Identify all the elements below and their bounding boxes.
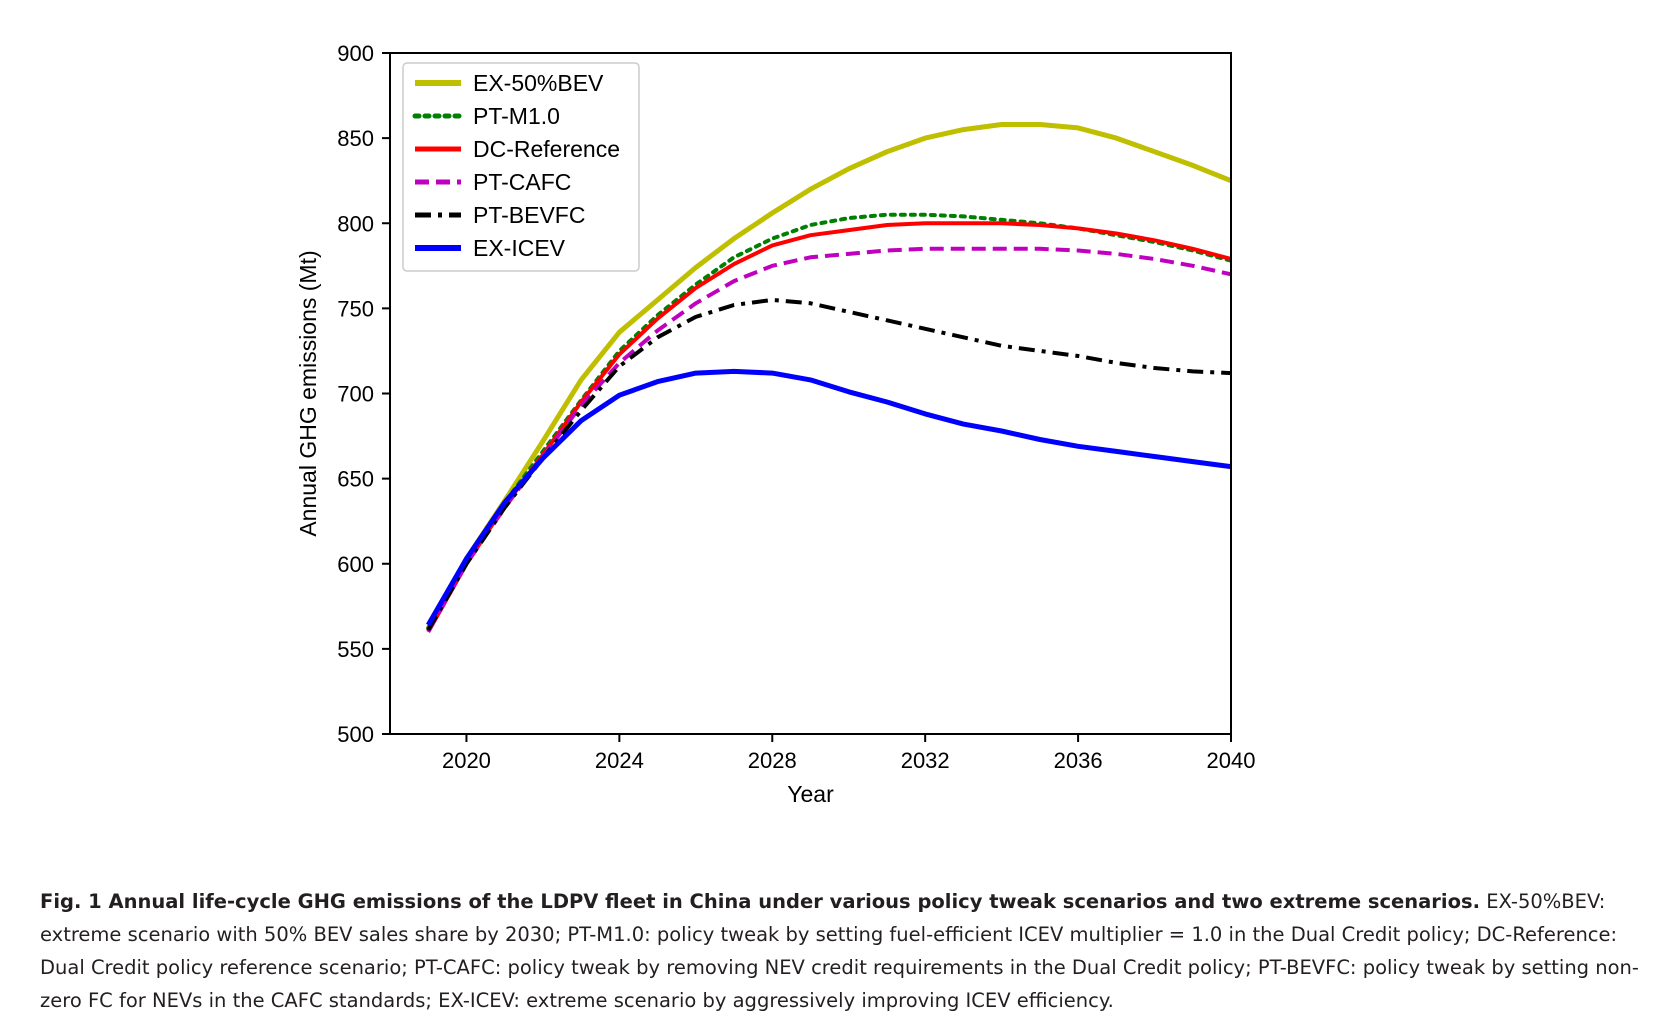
caption-body: EX-50%BEV: extreme scenario with 50% BEV… xyxy=(40,890,1639,1012)
x-tick-label: 2028 xyxy=(748,748,797,773)
x-tick-label: 2024 xyxy=(595,748,644,773)
chart-container: 2020 2024 2028 2032 2036 2040 500 550 600 650 700… xyxy=(295,41,1255,807)
y-axis-label: Annual GHG emissions (Mt) xyxy=(295,250,321,536)
y-tick-label: 800 xyxy=(337,211,374,236)
legend-label: EX-50%BEV xyxy=(473,70,604,96)
legend-label: EX-ICEV xyxy=(473,235,566,261)
series-line-pt-bevfc xyxy=(426,297,1231,632)
series-line-ex-50-bev xyxy=(426,122,1231,630)
x-tick-label: 2036 xyxy=(1054,748,1103,773)
y-tick-label: 600 xyxy=(337,552,374,577)
y-tick-label: 500 xyxy=(337,722,374,747)
x-tick-label: 2032 xyxy=(901,748,950,773)
legend-label: PT-CAFC xyxy=(473,169,571,195)
line-chart: 2020 2024 2028 2032 2036 2040 500 550 600 650 700… xyxy=(295,41,1255,807)
y-tick-label: 750 xyxy=(337,296,374,321)
legend-label: DC-Reference xyxy=(473,136,620,162)
legend-label: PT-BEVFC xyxy=(473,202,585,228)
series-line-pt-m1-0 xyxy=(426,212,1231,631)
caption-title: Fig. 1 Annual life-cycle GHG emissions o… xyxy=(40,890,1480,913)
figure-caption: Fig. 1 Annual life-cycle GHG emissions o… xyxy=(40,885,1640,1017)
x-tick-label: 2020 xyxy=(442,748,491,773)
series-line-ex-icev xyxy=(426,368,1231,627)
y-tick-label: 900 xyxy=(337,41,374,66)
y-tick-label: 700 xyxy=(337,382,374,407)
x-axis: 2020 2024 2028 2032 2036 2040 xyxy=(442,734,1255,773)
y-tick-label: 650 xyxy=(337,467,374,492)
y-axis: 500 550 600 650 700 750 800 850 900 xyxy=(337,41,390,747)
y-tick-label: 850 xyxy=(337,126,374,151)
legend: EX-50%BEV PT-M1.0 DC-Reference PT-CAFC PT-BE… xyxy=(402,62,640,272)
y-tick-label: 550 xyxy=(337,637,374,662)
legend-box xyxy=(402,62,640,272)
series-lines xyxy=(426,122,1231,633)
series-line-pt-cafc xyxy=(426,246,1231,633)
x-axis-label: Year xyxy=(787,781,834,807)
legend-label: PT-M1.0 xyxy=(473,103,560,129)
x-tick-label: 2040 xyxy=(1207,748,1256,773)
